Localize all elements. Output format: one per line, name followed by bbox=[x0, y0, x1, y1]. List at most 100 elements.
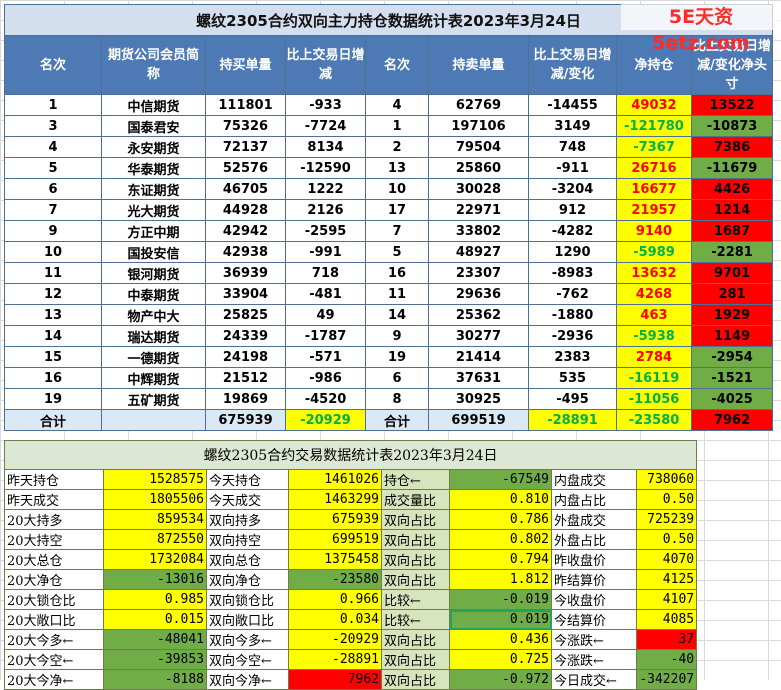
table-cell[interactable]: -14455 bbox=[528, 94, 617, 116]
table-cell[interactable]: -11679 bbox=[690, 157, 774, 179]
table-cell[interactable]: -7724 bbox=[285, 115, 366, 137]
table-cell[interactable]: 11 bbox=[4, 262, 102, 284]
table-cell[interactable]: 13522 bbox=[690, 94, 774, 116]
table-cell[interactable]: -2954 bbox=[690, 346, 774, 368]
row-label[interactable]: 20大锁仓比 bbox=[4, 589, 104, 610]
table-cell[interactable]: -121780 bbox=[616, 115, 692, 137]
row-value[interactable]: -39853 bbox=[103, 649, 207, 670]
table-cell[interactable]: 国投安信 bbox=[101, 241, 206, 263]
row-value[interactable]: 0.50 bbox=[635, 529, 698, 550]
table-cell[interactable]: 52576 bbox=[205, 157, 286, 179]
table-cell[interactable]: 10 bbox=[4, 241, 102, 263]
table-cell[interactable]: 72137 bbox=[205, 136, 286, 158]
table-cell[interactable]: -3204 bbox=[528, 178, 617, 200]
row-label[interactable]: 内盘占比 bbox=[551, 489, 637, 510]
row-label[interactable]: 双向占比 bbox=[381, 549, 450, 570]
table-cell[interactable]: 9140 bbox=[616, 220, 692, 242]
table-cell[interactable]: -911 bbox=[528, 157, 617, 179]
table-cell[interactable]: 9 bbox=[365, 325, 429, 347]
row-value[interactable]: 37 bbox=[635, 629, 698, 650]
row-value[interactable]: 4125 bbox=[635, 569, 698, 590]
row-value[interactable]: -28891 bbox=[288, 649, 382, 670]
table-cell[interactable]: -762 bbox=[528, 283, 617, 305]
row-label[interactable]: 今天持仓 bbox=[206, 469, 289, 490]
table-cell[interactable]: 6 bbox=[365, 367, 429, 389]
table-cell[interactable]: -7367 bbox=[616, 136, 692, 158]
table-cell[interactable]: 19 bbox=[4, 388, 102, 410]
table-cell[interactable]: 24339 bbox=[205, 325, 286, 347]
summary-cell[interactable]: -20929 bbox=[285, 409, 366, 431]
table-cell[interactable]: 1 bbox=[365, 115, 429, 137]
table-cell[interactable]: 46705 bbox=[205, 178, 286, 200]
table-cell[interactable]: 方正中期 bbox=[101, 220, 206, 242]
table-cell[interactable]: 79504 bbox=[428, 136, 529, 158]
row-value[interactable]: 872550 bbox=[103, 529, 207, 550]
summary-cell[interactable]: 合计 bbox=[365, 409, 429, 431]
table-cell[interactable]: 5 bbox=[4, 157, 102, 179]
table-cell[interactable]: 197106 bbox=[428, 115, 529, 137]
table-cell[interactable]: 42942 bbox=[205, 220, 286, 242]
table-cell[interactable]: 36939 bbox=[205, 262, 286, 284]
table-cell[interactable]: 37631 bbox=[428, 367, 529, 389]
row-label[interactable]: 成交量比 bbox=[381, 489, 450, 510]
table-cell[interactable]: 25825 bbox=[205, 304, 286, 326]
table-cell[interactable]: 748 bbox=[528, 136, 617, 158]
row-value[interactable]: -20929 bbox=[288, 629, 382, 650]
table-cell[interactable]: 1929 bbox=[690, 304, 774, 326]
table-cell[interactable]: 国泰君安 bbox=[101, 115, 206, 137]
table-cell[interactable]: -5938 bbox=[616, 325, 692, 347]
row-value[interactable]: 4107 bbox=[635, 589, 698, 610]
row-label[interactable]: 20大敞口比 bbox=[4, 609, 104, 630]
table-cell[interactable]: 6 bbox=[4, 178, 102, 200]
summary-cell[interactable] bbox=[101, 409, 206, 431]
table-cell[interactable]: 一德期货 bbox=[101, 346, 206, 368]
table-cell[interactable]: 4426 bbox=[690, 178, 774, 200]
table-cell[interactable]: -12590 bbox=[285, 157, 366, 179]
summary-cell[interactable]: 7962 bbox=[690, 409, 774, 431]
row-label[interactable]: 比较← bbox=[381, 589, 450, 610]
row-label[interactable]: 20大今多← bbox=[4, 629, 104, 650]
row-label[interactable]: 20大持多 bbox=[4, 509, 104, 530]
row-label[interactable]: 双向占比 bbox=[381, 529, 450, 550]
row-value[interactable]: -13016 bbox=[103, 569, 207, 590]
row-value[interactable]: 1463299 bbox=[288, 489, 382, 510]
table-cell[interactable]: 1290 bbox=[528, 241, 617, 263]
row-label[interactable]: 外盘占比 bbox=[551, 529, 637, 550]
row-value[interactable]: -0.019 bbox=[449, 589, 552, 610]
row-label[interactable]: 双向占比 bbox=[381, 629, 450, 650]
table-cell[interactable]: 17 bbox=[365, 199, 429, 221]
table-cell[interactable]: 13632 bbox=[616, 262, 692, 284]
row-value[interactable]: 0.019 bbox=[449, 609, 552, 630]
row-value[interactable]: 738060 bbox=[635, 469, 698, 490]
table-cell[interactable]: 22971 bbox=[428, 199, 529, 221]
table-cell[interactable]: -4282 bbox=[528, 220, 617, 242]
row-value[interactable]: -40 bbox=[635, 649, 698, 670]
table-cell[interactable]: -1521 bbox=[690, 367, 774, 389]
table-cell[interactable]: 33904 bbox=[205, 283, 286, 305]
row-label[interactable]: 20大持空 bbox=[4, 529, 104, 550]
row-label[interactable]: 双向总仓 bbox=[206, 549, 289, 570]
summary-cell[interactable]: -23580 bbox=[616, 409, 692, 431]
row-value[interactable]: 0.50 bbox=[635, 489, 698, 510]
table-cell[interactable]: 9701 bbox=[690, 262, 774, 284]
row-value[interactable]: 0.725 bbox=[449, 649, 552, 670]
table-cell[interactable]: -991 bbox=[285, 241, 366, 263]
table-cell[interactable]: 3149 bbox=[528, 115, 617, 137]
row-label[interactable]: 今天成交 bbox=[206, 489, 289, 510]
table-cell[interactable]: 永安期货 bbox=[101, 136, 206, 158]
row-label[interactable]: 双向占比 bbox=[381, 569, 450, 590]
table-cell[interactable]: 9 bbox=[4, 220, 102, 242]
table-cell[interactable]: -8983 bbox=[528, 262, 617, 284]
table-cell[interactable]: 东证期货 bbox=[101, 178, 206, 200]
table-cell[interactable]: 718 bbox=[285, 262, 366, 284]
table-cell[interactable]: 物产中大 bbox=[101, 304, 206, 326]
table-cell[interactable]: 30028 bbox=[428, 178, 529, 200]
row-label[interactable]: 双向净仓 bbox=[206, 569, 289, 590]
table-cell[interactable]: 8134 bbox=[285, 136, 366, 158]
row-value[interactable]: 1805506 bbox=[103, 489, 207, 510]
row-label[interactable]: 双向占比 bbox=[381, 509, 450, 530]
table-cell[interactable]: 75326 bbox=[205, 115, 286, 137]
row-label[interactable]: 昨结算价 bbox=[551, 569, 637, 590]
table-cell[interactable]: -1880 bbox=[528, 304, 617, 326]
row-label[interactable]: 双向今多← bbox=[206, 629, 289, 650]
